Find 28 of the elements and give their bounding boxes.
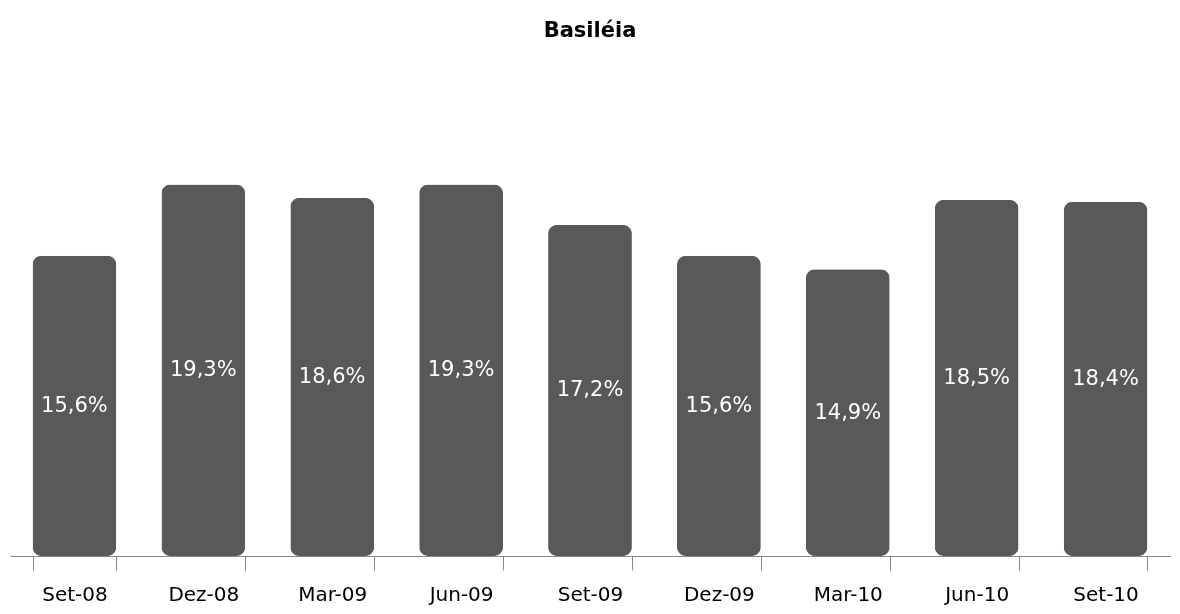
x-tick-label: Jun-09 (427, 581, 494, 606)
x-tick-label: Set-08 (42, 581, 108, 606)
bar (677, 255, 761, 556)
data-label: 15,6% (41, 392, 108, 417)
data-label: 19,3% (169, 357, 237, 382)
x-tick-label: Jun-10 (943, 581, 1010, 606)
bar (1063, 201, 1148, 556)
x-tick-label: Mar-09 (298, 581, 368, 606)
bar (419, 184, 503, 556)
bar (161, 184, 246, 556)
bar (290, 197, 375, 556)
x-tick-label: Set-09 (557, 581, 624, 606)
data-label: 18,5% (943, 364, 1011, 389)
x-tick-label: Dez-09 (683, 581, 755, 606)
data-label: 14,9% (814, 399, 882, 424)
data-label: 17,2% (556, 377, 624, 402)
x-tick-label: Set-10 (1073, 581, 1139, 606)
bar (548, 224, 632, 556)
bar (32, 255, 117, 556)
data-label: 18,6% (298, 363, 366, 388)
bar (805, 269, 890, 556)
x-tick-label: Dez-08 (168, 581, 240, 606)
chart-title: Basiléia (543, 18, 637, 42)
data-label: 15,6% (685, 392, 753, 417)
data-label: 19,3% (427, 357, 495, 382)
data-label: 18,4% (1072, 365, 1139, 390)
x-tick-label: Mar-10 (813, 581, 883, 606)
bar (934, 199, 1019, 556)
